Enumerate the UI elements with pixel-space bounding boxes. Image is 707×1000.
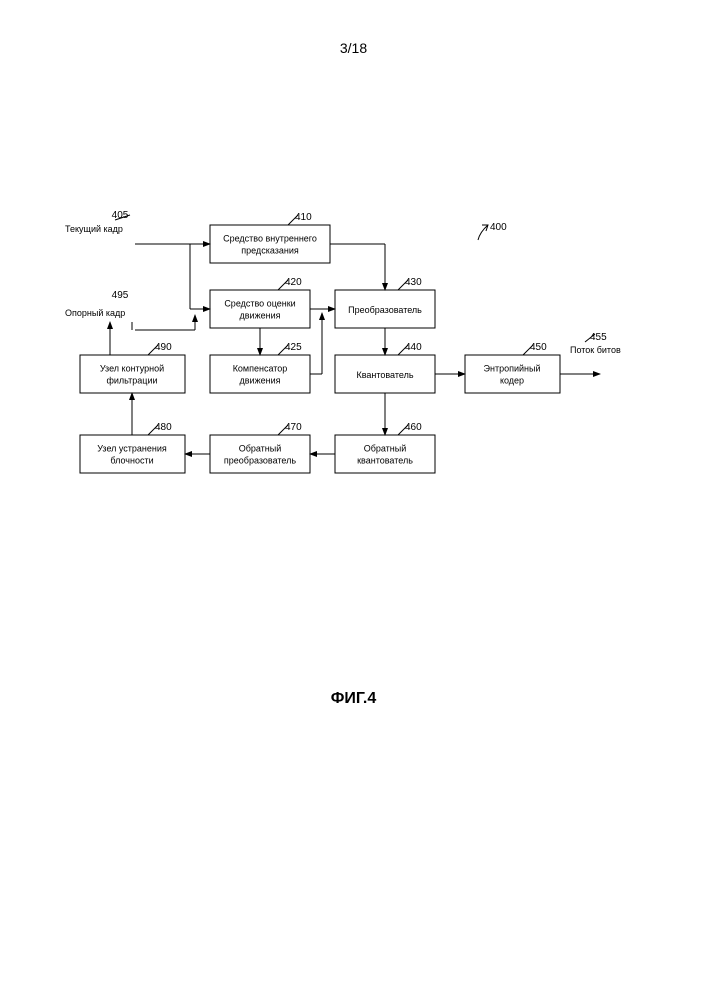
box-me-text1: Средство оценки	[224, 298, 295, 308]
box-quantizer-text: Квантователь	[356, 370, 413, 380]
diagram-svg: 405 Текущий кадр 495 Опорный кадр Средст…	[60, 190, 660, 540]
box-it-text1: Обратный	[239, 443, 282, 453]
ref-425: 425	[285, 342, 302, 353]
box-intra-predictor	[210, 225, 330, 263]
ref-tick-400	[478, 225, 488, 240]
ref-460: 460	[405, 422, 422, 433]
label-bitstream: Поток битов	[570, 345, 621, 355]
box-mc-text2: движения	[240, 375, 281, 385]
box-iq-text1: Обратный	[364, 443, 407, 453]
box-inverse-transform	[210, 435, 310, 473]
ref-405: 405	[112, 210, 129, 221]
box-loop-filter	[80, 355, 185, 393]
box-lf-text2: фильтрации	[106, 375, 157, 385]
label-reference-frame: Опорный кадр	[65, 308, 125, 318]
box-inverse-quantizer	[335, 435, 435, 473]
box-intra-predictor-text2: предсказания	[241, 245, 299, 255]
ref-450: 450	[530, 342, 547, 353]
figure-caption: ФИГ.4	[0, 690, 707, 708]
box-lf-text1: Узел контурной	[100, 363, 164, 373]
box-ec-text1: Энтропийный	[484, 363, 541, 373]
box-mc-text1: Компенсатор	[233, 363, 288, 373]
box-motion-compensator	[210, 355, 310, 393]
ref-420: 420	[285, 277, 302, 288]
box-transform-text: Преобразователь	[348, 305, 422, 315]
ref-490: 490	[155, 342, 172, 353]
ref-480: 480	[155, 422, 172, 433]
ref-440: 440	[405, 342, 422, 353]
ref-455: 455	[590, 332, 607, 343]
ref-495: 495	[112, 290, 129, 301]
ref-430: 430	[405, 277, 422, 288]
box-intra-predictor-text1: Средство внутреннего	[223, 233, 317, 243]
ref-470: 470	[285, 422, 302, 433]
box-entropy-coder	[465, 355, 560, 393]
page-number: 3/18	[0, 40, 707, 56]
box-deblocking	[80, 435, 185, 473]
box-ec-text2: кодер	[500, 375, 524, 385]
ref-400: 400	[490, 222, 507, 233]
box-db-text1: Узел устранения	[97, 443, 167, 453]
label-current-frame: Текущий кадр	[65, 224, 123, 234]
box-motion-estimation	[210, 290, 310, 328]
box-iq-text2: квантователь	[357, 455, 413, 465]
box-it-text2: преобразователь	[224, 455, 296, 465]
ref-410: 410	[295, 212, 312, 223]
box-me-text2: движения	[240, 310, 281, 320]
box-db-text2: блочности	[110, 455, 153, 465]
